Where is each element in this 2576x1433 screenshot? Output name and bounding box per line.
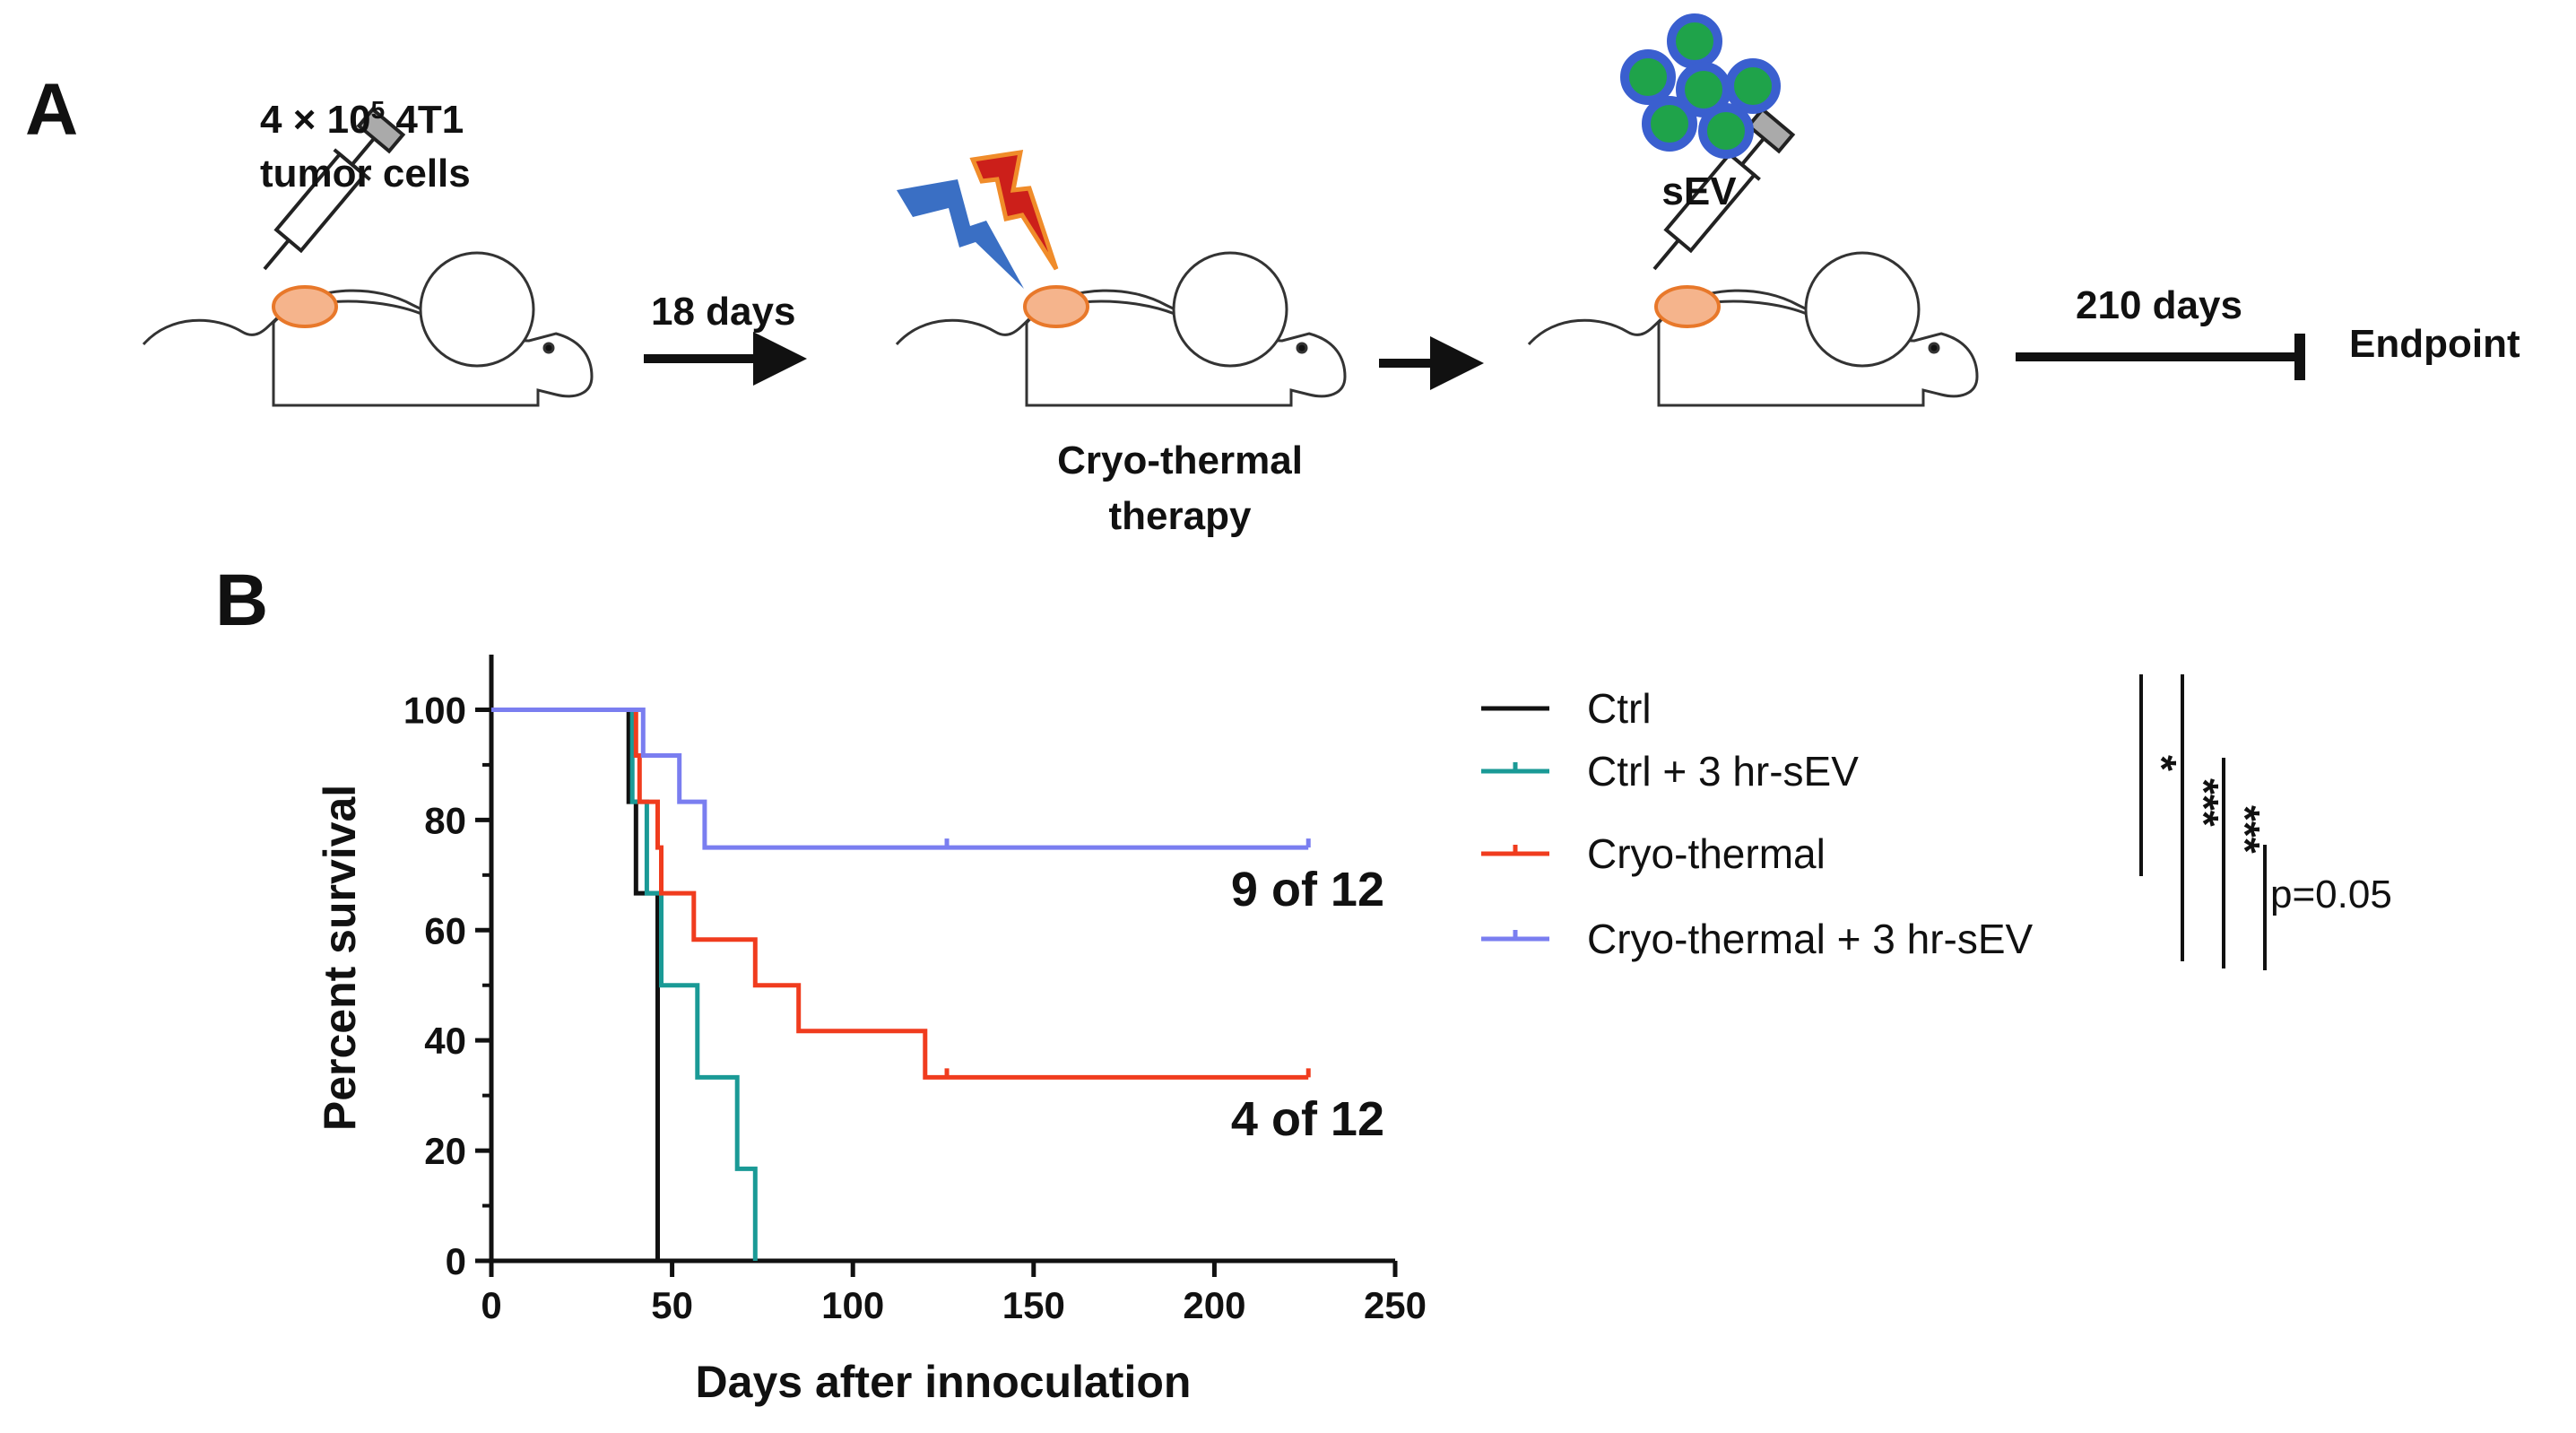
svg-text:4 × 105 4T1: 4 × 105 4T1	[260, 96, 464, 142]
legend-label: Ctrl	[1587, 685, 1652, 732]
arrow-210-days-label: 210 days	[2076, 283, 2242, 327]
y-tick-label: 60	[424, 909, 466, 951]
sev-label: sEV	[1661, 169, 1737, 213]
cells-label-prefix: 4 × 10	[260, 98, 371, 142]
x-tick-label: 200	[1183, 1284, 1245, 1326]
syringe-icon	[263, 107, 406, 271]
hot-lightning-icon	[969, 150, 1059, 271]
legend: Ctrl Ctrl + 3 hr-sEV Cryo-thermal Cryo-ther…	[1481, 685, 2034, 962]
therapy-label-line2: therapy	[1109, 494, 1252, 538]
y-tick-label: 80	[424, 799, 466, 841]
cells-label-suffix: 4T1	[385, 98, 464, 142]
x-tick-label: 0	[481, 1284, 501, 1326]
x-axis-label: Days after innoculation	[696, 1357, 1192, 1407]
y-tick-label: 0	[446, 1240, 466, 1282]
cells-label: 4 × 105 4T1 tumor cells	[260, 96, 471, 195]
y-ticks: 0 20 40 60 80 100	[403, 689, 491, 1282]
series-layer	[491, 708, 1311, 1261]
legend-label: Cryo-thermal + 3 hr-sEV	[1587, 916, 2034, 962]
cells-label-line2: tumor cells	[260, 152, 471, 195]
y-tick-label: 20	[424, 1130, 466, 1172]
sev-cluster-icon	[1620, 13, 1781, 159]
panel-b-label: B	[215, 560, 268, 641]
mouse-icon	[1527, 251, 1979, 407]
y-tick-label: 100	[403, 689, 466, 731]
mouse-icon	[895, 251, 1347, 407]
legend-label: Cryo-thermal	[1587, 830, 1826, 877]
series-line	[491, 708, 1309, 850]
x-tick-label: 50	[651, 1284, 693, 1326]
mouse-icon	[142, 251, 594, 407]
y-tick-label: 40	[424, 1020, 466, 1062]
panel-a-label: A	[25, 69, 78, 151]
x-tick-label: 100	[821, 1284, 884, 1326]
syringe-icon	[1652, 107, 1796, 271]
legend-label: Ctrl + 3 hr-sEV	[1587, 748, 1859, 795]
annotation-4-of-12: 4 of 12	[1231, 1092, 1384, 1146]
cells-label-exponent: 5	[371, 96, 386, 124]
series-line	[491, 708, 1309, 1080]
tumor-icon	[1023, 285, 1089, 328]
therapy-label-line1: Cryo-thermal	[1057, 439, 1303, 482]
x-tick-label: 150	[1002, 1284, 1065, 1326]
significance-brackets	[2139, 674, 2267, 970]
sig-star-1: *	[2138, 755, 2185, 771]
tumor-icon	[272, 285, 338, 328]
tumor-icon	[1654, 285, 1721, 328]
x-ticks: 0 50 100 150 200 250	[481, 1261, 1427, 1326]
sig-p-value: p=0.05	[2270, 873, 2392, 916]
sig-star-3: ***	[2222, 805, 2268, 854]
y-axis-label: Percent survival	[315, 785, 365, 1131]
sig-star-2: ***	[2181, 778, 2227, 827]
arrow-18-days-label: 18 days	[651, 290, 795, 334]
endpoint-label: Endpoint	[2349, 322, 2520, 366]
x-tick-label: 250	[1364, 1284, 1427, 1326]
annotation-9-of-12: 9 of 12	[1231, 863, 1384, 916]
cold-lightning-icon	[897, 179, 1024, 289]
series-line	[491, 708, 758, 1261]
